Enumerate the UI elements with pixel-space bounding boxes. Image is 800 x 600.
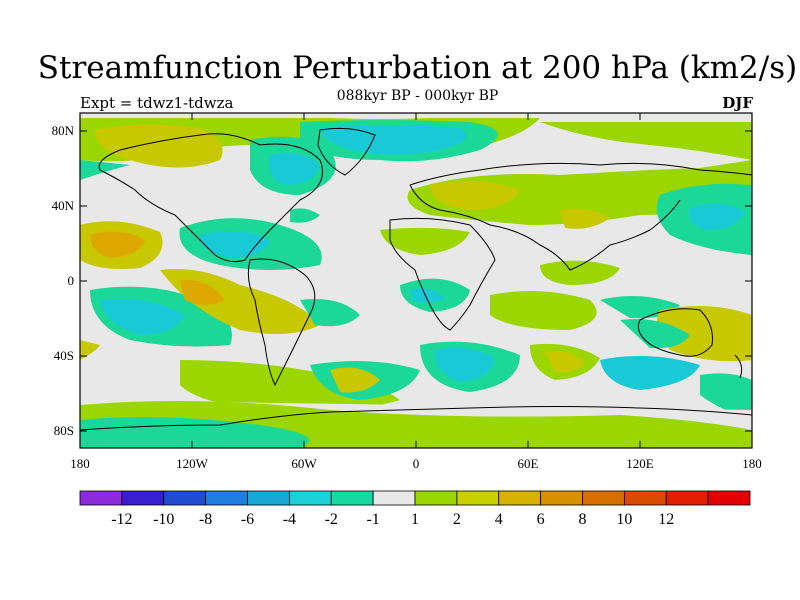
colorbar-label: -8	[199, 511, 212, 528]
lat-tick-marks	[80, 130, 752, 432]
lat-label-40n: 40N	[52, 198, 75, 213]
colorbar-swatch	[540, 490, 583, 506]
colorbar	[79, 490, 751, 506]
season-label: DJF	[722, 94, 753, 112]
colorbar-label: -6	[241, 511, 254, 528]
lon-tick-marks	[79, 113, 753, 448]
colorbar-swatch	[121, 490, 165, 506]
lon-label-60e: 60E	[518, 456, 539, 471]
contour-fills	[80, 118, 752, 448]
colorbar-label: 1	[411, 511, 419, 528]
colorbar-label: 4	[495, 511, 503, 528]
colorbar-label: 6	[537, 511, 545, 528]
colorbar-labels: -12 -10 -8 -6 -4 -2 -1 1 2 4 6 8 10 12	[111, 511, 674, 528]
colorbar-label: -2	[325, 511, 338, 528]
period-label: 088kyr BP - 000kyr BP	[336, 88, 499, 104]
colorbar-label: 2	[453, 511, 461, 528]
experiment-label: Expt = tdwz1-tdwza	[80, 94, 234, 112]
colorbar-swatch	[665, 490, 709, 506]
lon-label-120e: 120E	[626, 456, 654, 471]
colorbar-swatch	[498, 490, 542, 506]
colorbar-swatch	[623, 490, 667, 506]
colorbar-label: -4	[283, 511, 296, 528]
colorbar-label: -1	[366, 511, 379, 528]
lon-label-180w: 180	[70, 456, 90, 471]
colorbar-label: 10	[616, 511, 632, 528]
colorbar-swatch	[79, 490, 123, 506]
colorbar-swatch	[247, 490, 290, 506]
lon-label-180e: 180	[742, 456, 762, 471]
colorbar-swatch	[372, 490, 416, 506]
lat-label-0: 0	[68, 273, 75, 288]
lon-label-60w: 60W	[291, 456, 317, 471]
colorbar-label: 8	[579, 511, 587, 528]
colorbar-swatch	[582, 490, 625, 506]
colorbar-swatch	[205, 490, 248, 506]
colorbar-swatch	[707, 490, 751, 506]
coastlines	[80, 127, 752, 431]
colorbar-label: -12	[111, 511, 132, 528]
colorbar-swatch	[288, 490, 332, 506]
colorbar-swatch	[163, 490, 207, 506]
lat-label-80n: 80N	[52, 123, 75, 138]
plot-title: Streamfunction Perturbation at 200 hPa (…	[37, 50, 798, 86]
colorbar-label: -10	[153, 511, 174, 528]
lon-label-120w: 120W	[176, 456, 209, 471]
colorbar-swatch	[414, 490, 458, 506]
colorbar-swatch	[330, 490, 374, 506]
colorbar-swatch	[456, 490, 500, 506]
colorbar-label: 12	[658, 511, 674, 528]
lat-label-80s: 80S	[54, 423, 74, 438]
lon-label-0: 0	[413, 456, 420, 471]
lat-label-40s: 40S	[54, 348, 74, 363]
